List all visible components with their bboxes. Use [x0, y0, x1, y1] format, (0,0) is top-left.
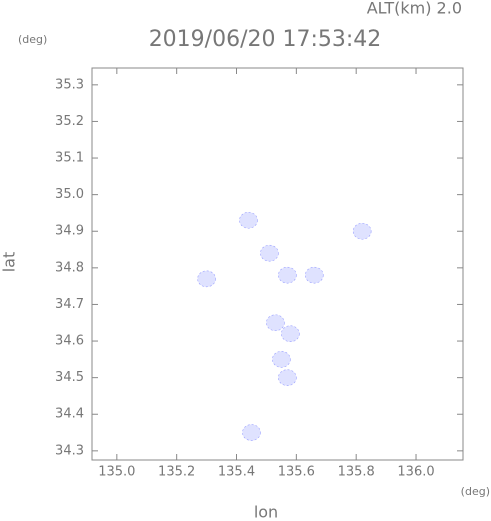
- echo-blob: [266, 314, 285, 332]
- x-tick-label: 135.8: [338, 465, 375, 480]
- echo-blob: [260, 244, 279, 262]
- y-tick-label: 34.7: [55, 297, 84, 312]
- x-tick-label: 135.6: [278, 465, 315, 480]
- x-axis-label: lon: [254, 503, 278, 521]
- chart-title: 2019/06/20 17:53:42: [149, 27, 382, 52]
- x-tick-label: 136.0: [397, 465, 434, 480]
- y-tick-label: 34.6: [55, 334, 84, 349]
- altitude-label: ALT(km) 2.0: [367, 0, 462, 18]
- y-tick-label: 35.0: [55, 187, 84, 202]
- echo-blob: [278, 266, 297, 284]
- echo-blob: [352, 222, 372, 240]
- y-tick-label: 35.3: [55, 77, 84, 92]
- y-tick-label: 34.3: [55, 443, 84, 458]
- y-tick-label: 34.5: [55, 370, 84, 385]
- y-tick-label: 35.2: [55, 114, 84, 129]
- y-unit: (deg): [18, 33, 47, 46]
- x-tick-label: 135.0: [98, 465, 135, 480]
- y-tick-label: 34.8: [55, 260, 84, 275]
- x-tick-label: 135.4: [218, 465, 255, 480]
- echo-blob: [197, 270, 216, 288]
- y-tick-label: 34.9: [55, 224, 84, 239]
- plot-frame: [91, 67, 464, 461]
- y-tick-label: 35.1: [55, 151, 84, 166]
- echo-blob: [239, 211, 258, 229]
- echo-blob: [278, 369, 297, 386]
- echo-blob: [272, 351, 291, 368]
- y-axis-label: lat: [0, 252, 19, 273]
- x-tick-label: 135.2: [158, 465, 195, 480]
- echo-blob: [305, 266, 324, 284]
- echo-blob: [281, 325, 300, 343]
- y-tick-label: 34.4: [55, 407, 84, 422]
- x-unit: (deg): [461, 485, 490, 498]
- echo-blob: [242, 424, 261, 441]
